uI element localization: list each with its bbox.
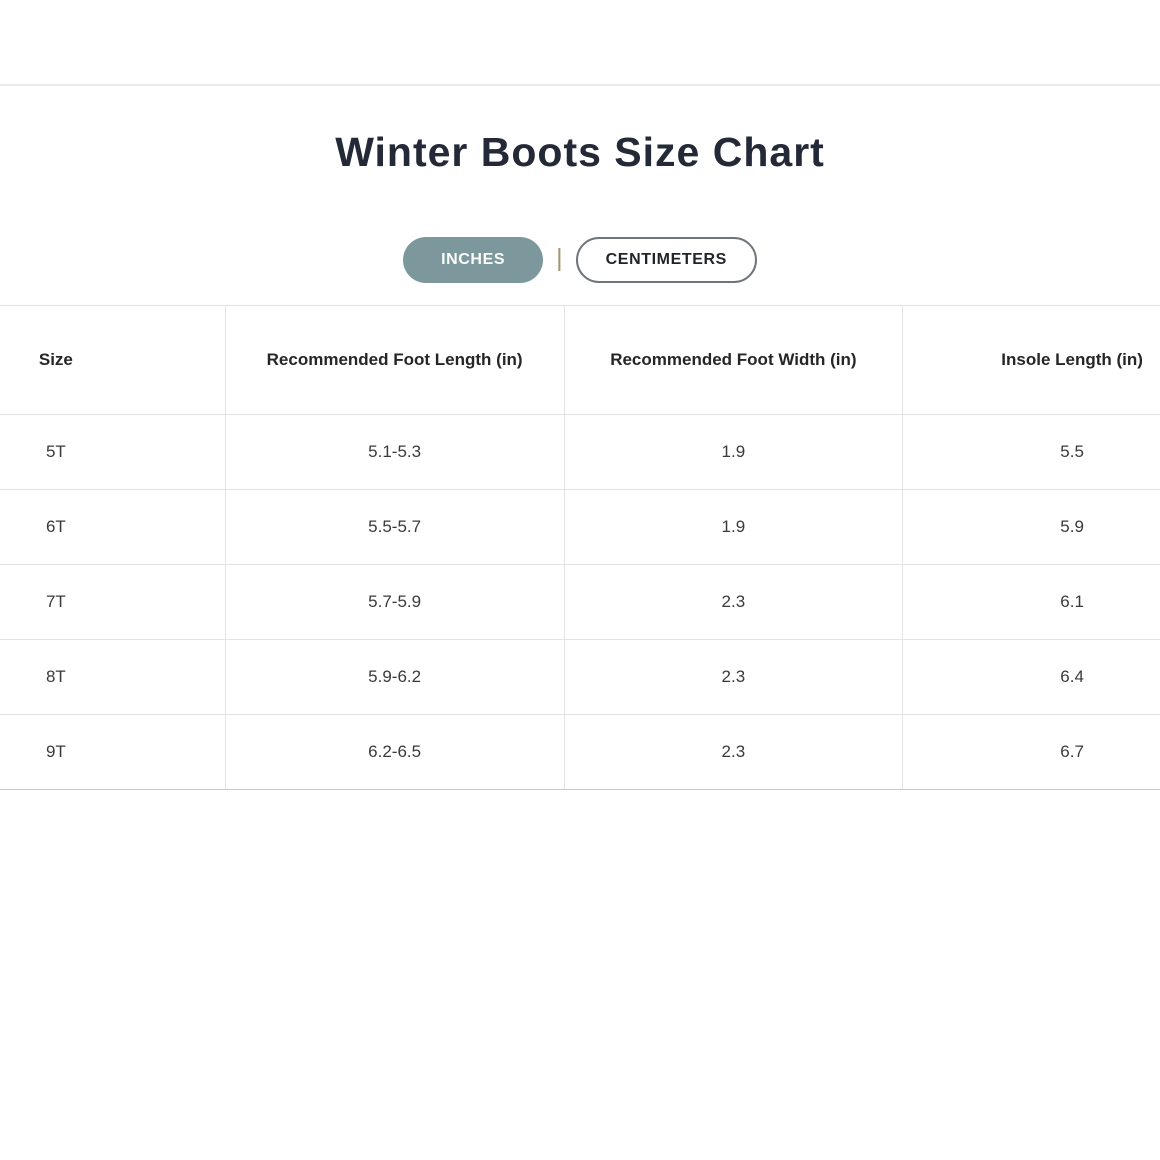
unit-toggle-separator: | xyxy=(556,244,563,273)
table-row: 5T 5.1-5.3 1.9 5.5 xyxy=(0,414,1160,491)
table-row: 8T 5.9-6.2 2.3 6.4 xyxy=(0,639,1160,716)
value-cell: 5.5-5.7 xyxy=(224,489,565,566)
column-header-size: Size xyxy=(0,305,226,416)
value-cell: 6.4 xyxy=(902,639,1160,716)
top-divider xyxy=(0,84,1160,86)
header-row: Size Recommended Foot Length (in) Recomm… xyxy=(0,305,1160,416)
value-cell: 2.3 xyxy=(563,564,904,641)
size-cell: 8T xyxy=(0,639,226,716)
size-cell: 7T xyxy=(0,564,226,641)
value-cell: 2.3 xyxy=(563,714,904,791)
page-title: Winter Boots Size Chart xyxy=(335,129,825,175)
centimeters-toggle-button[interactable]: CENTIMETERS xyxy=(575,237,757,284)
value-cell: 5.9 xyxy=(902,489,1160,566)
value-cell: 5.5 xyxy=(902,414,1160,491)
value-cell: 5.1-5.3 xyxy=(224,414,565,491)
value-cell: 1.9 xyxy=(563,414,904,491)
value-cell: 5.7-5.9 xyxy=(224,564,565,641)
column-header-insole-length: Insole Length (in) xyxy=(902,305,1160,416)
value-cell: 2.3 xyxy=(563,639,904,716)
size-chart-table-body: 5T 5.1-5.3 1.9 5.5 6T 5.5-5.7 1.9 5.9 7T 5.7-5.9 2… xyxy=(0,414,1160,791)
size-cell: 6T xyxy=(0,489,226,566)
column-header-foot-width: Recommended Foot Width (in) xyxy=(563,305,904,416)
value-cell: 1.9 xyxy=(563,489,904,566)
column-header-foot-length: Recommended Foot Length (in) xyxy=(224,305,565,416)
size-chart-table-viewport: Size Recommended Foot Length (in) Recomm… xyxy=(0,305,1160,791)
size-chart-table: Size Recommended Foot Length (in) Recomm… xyxy=(0,305,1160,791)
value-cell: 6.7 xyxy=(902,714,1160,791)
size-cell: 5T xyxy=(0,414,226,491)
size-cell: 9T xyxy=(0,714,226,791)
size-chart-page: Winter Boots Size Chart INCHES | CENTIME… xyxy=(0,84,1160,1160)
table-row: 7T 5.7-5.9 2.3 6.1 xyxy=(0,564,1160,641)
size-chart-table-header: Size Recommended Foot Length (in) Recomm… xyxy=(0,305,1160,416)
table-row: 6T 5.5-5.7 1.9 5.9 xyxy=(0,489,1160,566)
unit-toggle: INCHES | CENTIMETERS xyxy=(0,237,1160,284)
value-cell: 6.1 xyxy=(902,564,1160,641)
inches-toggle-button[interactable]: INCHES xyxy=(403,237,544,284)
value-cell: 6.2-6.5 xyxy=(224,714,565,791)
table-row: 9T 6.2-6.5 2.3 6.7 xyxy=(0,714,1160,791)
value-cell: 5.9-6.2 xyxy=(224,639,565,716)
